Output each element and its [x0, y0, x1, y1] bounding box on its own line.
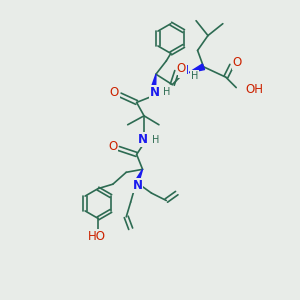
- Text: H: H: [191, 71, 198, 81]
- Text: N: N: [133, 179, 142, 192]
- Polygon shape: [133, 169, 142, 187]
- Text: H: H: [163, 87, 170, 97]
- Text: HO: HO: [88, 230, 106, 243]
- Text: H: H: [152, 135, 159, 145]
- Polygon shape: [150, 74, 156, 91]
- Text: N: N: [178, 64, 189, 77]
- Text: N: N: [149, 85, 160, 98]
- Text: N: N: [138, 133, 148, 146]
- Text: O: O: [108, 140, 118, 153]
- Text: O: O: [232, 56, 242, 69]
- Polygon shape: [189, 64, 205, 73]
- Text: O: O: [177, 62, 186, 75]
- Text: OH: OH: [245, 82, 263, 96]
- Text: O: O: [110, 86, 119, 99]
